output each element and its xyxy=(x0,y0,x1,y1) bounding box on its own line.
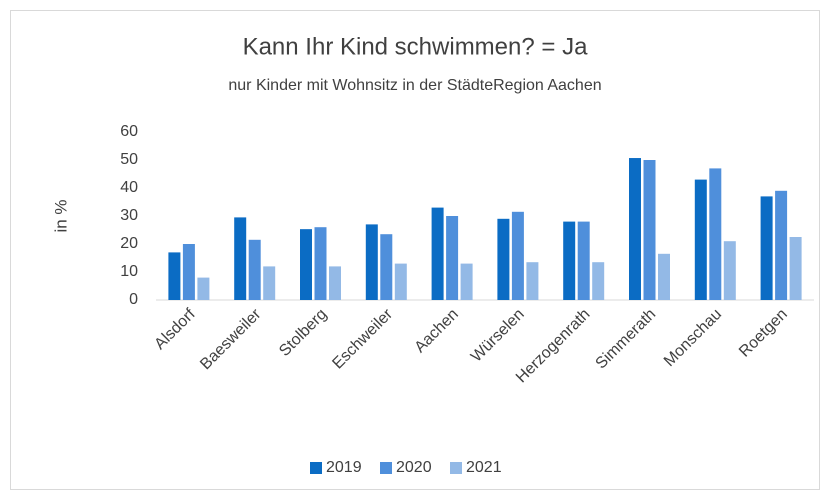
y-tick-label: 40 xyxy=(120,179,138,196)
legend-label: 2020 xyxy=(396,459,432,476)
y-tick-label: 50 xyxy=(120,151,138,168)
bar xyxy=(314,227,327,300)
legend-swatch xyxy=(310,462,322,474)
bar xyxy=(197,277,210,300)
legend-swatch xyxy=(380,462,392,474)
y-tick-label: 30 xyxy=(120,207,138,224)
legend-label: 2021 xyxy=(466,459,502,476)
chart-title: Kann Ihr Kind schwimmen? = Ja xyxy=(243,33,588,60)
bar xyxy=(460,263,473,300)
legend-swatch xyxy=(450,462,462,474)
y-axis-label: in % xyxy=(51,199,70,232)
bar xyxy=(629,158,641,300)
bar xyxy=(694,179,707,300)
bar xyxy=(365,224,378,300)
bar xyxy=(658,253,670,300)
y-tick-label: 0 xyxy=(129,291,138,308)
bar xyxy=(329,266,341,300)
bar xyxy=(723,241,736,300)
y-tick-label: 10 xyxy=(120,263,138,280)
bar xyxy=(563,221,576,300)
bar xyxy=(709,168,722,300)
bar xyxy=(168,252,181,300)
bar xyxy=(760,196,773,300)
bar xyxy=(577,221,590,300)
bar xyxy=(248,239,261,300)
bar xyxy=(300,229,312,300)
bar xyxy=(592,262,605,300)
bar xyxy=(775,190,788,300)
bar xyxy=(380,234,393,300)
bar xyxy=(431,207,444,300)
chart-subtitle: nur Kinder mit Wohnsitz in der StädteReg… xyxy=(228,77,601,94)
bar xyxy=(182,244,195,300)
bar xyxy=(394,263,407,300)
y-tick-label: 20 xyxy=(120,235,138,252)
bar xyxy=(234,217,247,300)
bar xyxy=(789,237,802,300)
chart-border xyxy=(10,10,820,490)
y-tick-label: 60 xyxy=(120,123,138,140)
bar xyxy=(511,211,524,300)
bar xyxy=(643,160,656,300)
bar xyxy=(446,216,459,300)
bar xyxy=(526,262,539,300)
bar xyxy=(263,266,276,300)
legend-label: 2019 xyxy=(326,459,362,476)
bar xyxy=(497,218,510,300)
